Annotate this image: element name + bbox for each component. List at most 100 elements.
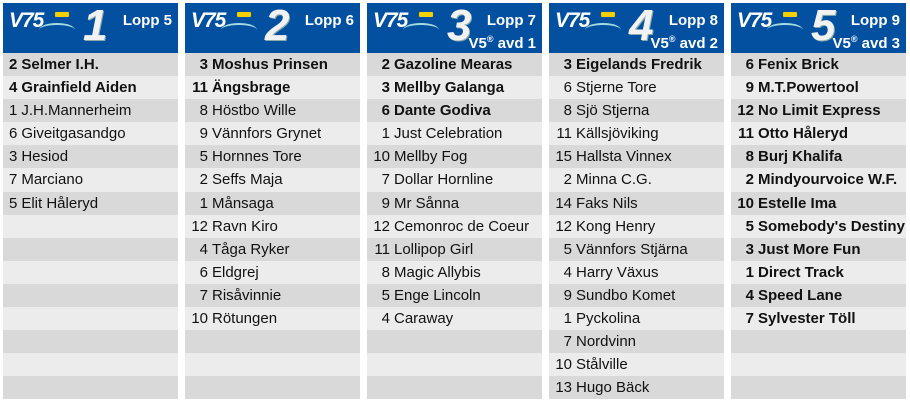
horse-row[interactable]: 7 Marciano bbox=[3, 168, 178, 192]
lopp-label: Lopp 8 bbox=[668, 12, 718, 29]
horse-row[interactable]: 5 Vännfors Stjärna bbox=[549, 237, 724, 261]
horse-row[interactable]: 13 Hugo Bäck bbox=[549, 376, 724, 400]
horse-row[interactable]: 11 Ängsbrage bbox=[185, 76, 360, 100]
horse-row[interactable]: 11 Otto Håleryd bbox=[731, 122, 906, 146]
horse-row[interactable]: 10 Mellby Fog bbox=[367, 145, 542, 169]
horse-row[interactable]: 10 Rötungen bbox=[185, 307, 360, 331]
horse-row[interactable]: 12 Ravn Kiro bbox=[185, 214, 360, 238]
v5-label: V5® avd 1 bbox=[468, 34, 536, 52]
horse-name: Lollipop Girl bbox=[394, 240, 474, 258]
horse-row[interactable]: 12 Cemonroc de Coeur bbox=[367, 214, 542, 238]
horse-row[interactable]: 12 Kong Henry bbox=[549, 214, 724, 238]
race-column-4: V75 4 Lopp 8 V5® avd 2 3 Eigelands Fredrik 6… bbox=[549, 1, 724, 400]
lopp-label: Lopp 5 bbox=[122, 12, 172, 29]
horse-name: Somebody's Destiny bbox=[758, 217, 905, 235]
horse-row[interactable]: 1 Just Celebration bbox=[367, 122, 542, 146]
horse-name: Dante Godiva bbox=[394, 102, 491, 120]
horse-row[interactable]: 2 Mindyourvoice W.F. bbox=[731, 168, 906, 192]
horse-name: Rötungen bbox=[212, 310, 278, 328]
horse-row[interactable]: 11 Källsjöviking bbox=[549, 122, 724, 146]
horse-row[interactable]: 8 Magic Allybis bbox=[367, 260, 542, 284]
horse-row[interactable]: 1 Månsaga bbox=[185, 191, 360, 215]
horse-row[interactable]: 2 Gazoline Mearas bbox=[367, 53, 542, 77]
horse-row[interactable]: 14 Faks Nils bbox=[549, 191, 724, 215]
horse-row[interactable]: 4 Harry Växus bbox=[549, 260, 724, 284]
horse-name: Magic Allybis bbox=[394, 263, 481, 281]
horse-row[interactable]: 5 Enge Lincoln bbox=[367, 283, 542, 308]
horse-row[interactable]: 3 Hesiod bbox=[3, 145, 178, 169]
horse-name: Sundbo Komet bbox=[576, 286, 676, 304]
horse-row[interactable]: 1 J.H.Mannerheim bbox=[3, 99, 178, 123]
horse-number: 5 bbox=[381, 286, 390, 304]
horse-number: 1 bbox=[745, 263, 754, 281]
empty-row bbox=[367, 376, 542, 400]
horse-row[interactable]: 8 Burj Khalifa bbox=[731, 145, 906, 169]
horse-number: 10 bbox=[373, 148, 390, 166]
horse-row[interactable]: 3 Just More Fun bbox=[731, 237, 906, 261]
horse-row[interactable]: 9 M.T.Powertool bbox=[731, 76, 906, 100]
horse-number: 3 bbox=[9, 148, 18, 166]
horse-number: 12 bbox=[737, 102, 754, 120]
horse-row[interactable]: 8 Höstbo Wille bbox=[185, 99, 360, 123]
lopp-label: Lopp 7 bbox=[486, 12, 536, 29]
horse-name: Sjö Stjerna bbox=[576, 102, 650, 120]
horse-row[interactable]: 4 Speed Lane bbox=[731, 283, 906, 308]
horse-row[interactable]: 2 Minna C.G. bbox=[549, 168, 724, 192]
race-column-5: V75 5 Lopp 9 V5® avd 3 6 Fenix Brick 9 M.T.Po… bbox=[731, 1, 906, 400]
race-number: 2 bbox=[265, 1, 290, 50]
horse-name: Direct Track bbox=[758, 263, 844, 281]
horse-row[interactable]: 7 Nordvinn bbox=[549, 330, 724, 354]
horse-row[interactable]: 4 Tåga Ryker bbox=[185, 237, 360, 261]
horse-row[interactable]: 9 Vännfors Grynet bbox=[185, 122, 360, 146]
horse-row[interactable]: 7 Risåvinnie bbox=[185, 283, 360, 308]
horse-row[interactable]: 3 Moshus Prinsen bbox=[185, 53, 360, 77]
horse-number: 14 bbox=[555, 194, 572, 212]
horse-row[interactable]: 3 Mellby Galanga bbox=[367, 76, 542, 100]
horse-row[interactable]: 2 Seffs Maja bbox=[185, 168, 360, 192]
horse-name: Elit Håleryd bbox=[21, 194, 99, 212]
horse-name: Gazoline Mearas bbox=[394, 56, 513, 73]
horse-row[interactable]: 7 Sylvester Töll bbox=[731, 307, 906, 331]
horse-name: Giveitgasandgo bbox=[21, 125, 126, 143]
horse-row[interactable]: 10 Estelle Ima bbox=[731, 191, 906, 215]
atg-logo-icon bbox=[783, 12, 797, 17]
horse-name: Ravn Kiro bbox=[212, 217, 278, 235]
horse-row[interactable]: 9 Mr Sånna bbox=[367, 191, 542, 215]
horse-number: 11 bbox=[556, 125, 572, 143]
horse-row[interactable]: 2 Selmer I.H. bbox=[3, 53, 178, 77]
horse-row[interactable]: 8 Sjö Stjerna bbox=[549, 99, 724, 123]
horse-row[interactable]: 7 Dollar Hornline bbox=[367, 168, 542, 192]
horse-row[interactable]: 5 Hornnes Tore bbox=[185, 145, 360, 169]
horse-row[interactable]: 11 Lollipop Girl bbox=[367, 237, 542, 261]
horse-row[interactable]: 4 Caraway bbox=[367, 307, 542, 331]
horse-number: 2 bbox=[199, 171, 208, 189]
empty-row bbox=[3, 214, 178, 238]
horse-number: 3 bbox=[381, 79, 390, 97]
horse-swoosh-icon bbox=[767, 23, 803, 37]
horse-number: 3 bbox=[745, 240, 754, 258]
horse-row[interactable]: 5 Somebody's Destiny bbox=[731, 214, 906, 238]
horse-name: Estelle Ima bbox=[758, 194, 837, 212]
horse-row[interactable]: 1 Direct Track bbox=[731, 260, 906, 284]
horse-name: Mindyourvoice W.F. bbox=[758, 171, 898, 189]
horse-row[interactable]: 5 Elit Håleryd bbox=[3, 191, 178, 215]
horse-row[interactable]: 12 No Limit Express bbox=[731, 99, 906, 123]
horse-row[interactable]: 1 Pyckolina bbox=[549, 307, 724, 331]
horse-row[interactable]: 4 Grainfield Aiden bbox=[3, 76, 178, 100]
horse-number: 15 bbox=[555, 148, 572, 166]
horse-number: 7 bbox=[9, 171, 18, 189]
horse-row[interactable]: 6 Dante Godiva bbox=[367, 99, 542, 123]
empty-row bbox=[3, 283, 178, 308]
horse-row[interactable]: 15 Hallsta Vinnex bbox=[549, 145, 724, 169]
horse-row[interactable]: 6 Eldgrej bbox=[185, 260, 360, 284]
horse-row[interactable]: 6 Giveitgasandgo bbox=[3, 122, 178, 146]
horse-number: 1 bbox=[9, 102, 18, 120]
horse-name: Burj Khalifa bbox=[758, 148, 843, 166]
horse-row[interactable]: 10 Stålville bbox=[549, 353, 724, 377]
horse-row[interactable]: 3 Eigelands Fredrik bbox=[549, 53, 724, 77]
horse-row[interactable]: 6 Fenix Brick bbox=[731, 53, 906, 77]
horse-row[interactable]: 6 Stjerne Tore bbox=[549, 76, 724, 100]
horse-row[interactable]: 9 Sundbo Komet bbox=[549, 283, 724, 308]
empty-row bbox=[185, 353, 360, 377]
horse-number: 12 bbox=[191, 217, 208, 235]
